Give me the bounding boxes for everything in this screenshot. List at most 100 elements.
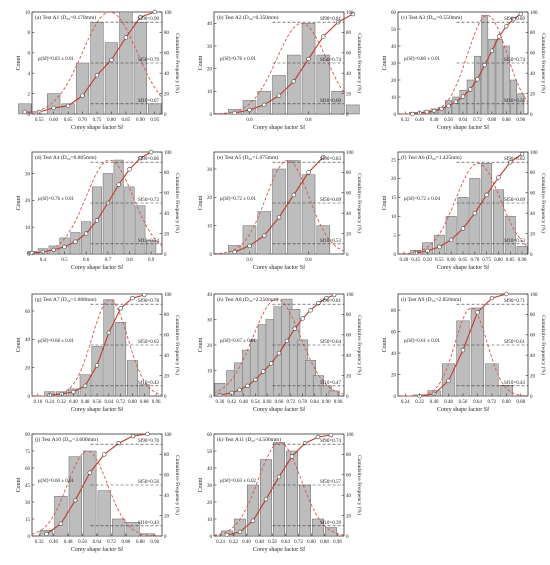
y2-tick-label: 0 (530, 253, 533, 258)
x-tick-label: 0.32 (401, 118, 410, 123)
mean-annotation: μ(Sf)=0.61 ± 0.01 (404, 339, 441, 344)
cumulative-point (138, 14, 143, 20)
y-tick-label: 60 (391, 330, 397, 335)
sf10-annotation: Sf10=0.43 (138, 521, 160, 526)
y-tick-label: 75 (25, 450, 31, 455)
sf90-annotation: Sf90=0.90 (138, 17, 160, 22)
histogram-bar (113, 159, 124, 255)
y2-tick-label: 20 (346, 232, 352, 237)
y-tick-label: 30 (207, 45, 213, 50)
x-tick-label: 0.32 (35, 540, 44, 545)
x-tick-label: 0.56 (93, 400, 102, 405)
y2-tick-label: 20 (530, 374, 536, 379)
x-tick-label: 0.75 (482, 258, 491, 263)
histogram-bar (68, 456, 82, 537)
y2-axis-title: Cumulative Frequency (%) (174, 315, 181, 375)
cumulative-point (232, 110, 237, 116)
cumulative-point (410, 111, 415, 117)
cumulative-point (315, 434, 321, 440)
y2-tick-label: 20 (346, 92, 352, 97)
y2-tick-label: 40 (164, 72, 170, 77)
y2-tick-label: 100 (346, 293, 354, 298)
cumulative-point (130, 433, 136, 439)
y-tick-label: 8 (28, 31, 31, 36)
sf10-annotation: Sf10=0.54 (138, 239, 160, 244)
panel-g: 0.16 0.24 0.32 0.40 0.48 0.56 0.64 0.72 0.80 0.88… (16, 293, 181, 413)
y2-tick-label: 80 (164, 171, 170, 176)
cumulative-point (123, 35, 129, 40)
mean-annotation: μ(Sf)=0.80 ± 0.01 (404, 57, 441, 62)
cumulative-point (446, 378, 451, 383)
normal-fit-curve (397, 162, 529, 255)
y-tick-label: 60 (207, 433, 213, 438)
histogram-bar (316, 54, 331, 115)
histogram-bar (481, 163, 493, 255)
x-tick-label: 0.48 (81, 400, 90, 405)
x-axis-title: Corey shape factor Sf (253, 406, 305, 413)
normal-fit-curve (31, 450, 162, 537)
cumulative-point (118, 306, 123, 311)
x-tick-label: 0.54 (251, 400, 260, 405)
y-tick-label: 40 (391, 352, 397, 357)
x-tick-label: 0.56 (268, 540, 277, 545)
histogram-bar (273, 442, 285, 537)
cumulative-point (424, 109, 430, 115)
panel-title: (a) Test A1 (D₅₀=0.178mm) (35, 14, 96, 21)
x-tick-label: 0.40 (400, 258, 409, 263)
x-tick-label: 0.88 (502, 118, 511, 123)
y-tick-label: 25 (391, 158, 397, 163)
y2-tick-label: 80 (530, 31, 536, 36)
y2-tick-label: 60 (346, 474, 352, 479)
y2-tick-label: 60 (346, 334, 352, 339)
x-tick-label: 0.70 (78, 118, 87, 123)
cumulative-point (142, 292, 147, 298)
y2-tick-label: 0 (346, 395, 349, 400)
histogram-bar (457, 197, 469, 255)
cumulative-point (224, 532, 230, 538)
y-tick-label: 0 (28, 113, 31, 118)
histogram-bar (312, 518, 324, 537)
y2-tick-label: 80 (346, 313, 352, 318)
y-tick-label: 0 (394, 253, 397, 258)
y2-tick-label: 0 (346, 113, 349, 118)
x-tick-label: 0.80 (502, 400, 511, 405)
y-tick-label: 30 (207, 484, 213, 489)
histogram-bar (470, 307, 485, 397)
panel-title: (d) Test A4 (D₅₀=0.805mm) (35, 154, 97, 161)
x-tick-label: 0.40 (49, 540, 58, 545)
y-tick-label: 80 (391, 309, 397, 314)
x-tick-label: 0.64 (473, 400, 482, 405)
y-tick-label: 0 (210, 395, 213, 400)
y2-axis-title: Cumulative Frequency (%) (540, 315, 547, 375)
sf50-annotation: Sf50=0.72 (138, 198, 160, 203)
x-tick-label: 0.56 (78, 540, 87, 545)
cumulative-point (145, 431, 150, 437)
cumulative-point (44, 531, 49, 537)
cumulative-point (460, 347, 466, 353)
sf10-annotation: Sf10=0.67 (138, 99, 160, 104)
y-tick-label: 20 (391, 79, 397, 84)
x-tick-label: 0.64 (104, 400, 113, 405)
x-tick-label: 0.60 (447, 258, 456, 263)
x-axis-title: Corey shape factor Sf (437, 124, 489, 131)
x-axis-title: Corey shape factor Sf (71, 406, 123, 413)
cumulative-point (237, 387, 242, 393)
y2-tick-label: 0 (346, 535, 349, 540)
y-tick-label: 10 (207, 369, 213, 374)
cumulative-point (482, 62, 487, 68)
mean-annotation: μ(Sf)=0.67 ± 0.01 (220, 339, 257, 344)
sf90-annotation: Sf90=0.70 (138, 439, 160, 444)
x-tick-label: 0.48 (444, 400, 453, 405)
histogram-bar (316, 225, 331, 255)
y2-tick-label: 40 (346, 212, 352, 217)
x-tick-label: 0.96 (152, 400, 161, 405)
y-axis-title: Count (198, 477, 204, 492)
y-axis-title: Count (16, 477, 22, 492)
x-tick-label: 0.96 (516, 118, 525, 123)
x-tick-label: 0.55 (435, 258, 444, 263)
panel-i: 0.24 0.32 0.40 0.48 0.56 0.64 0.72 0.80 0.88 0 20 4… (382, 291, 547, 413)
y-tick-label: 20 (25, 199, 31, 204)
histogram-bar (103, 299, 115, 397)
histogram-bar (452, 96, 460, 115)
y2-tick-label: 20 (530, 232, 536, 237)
